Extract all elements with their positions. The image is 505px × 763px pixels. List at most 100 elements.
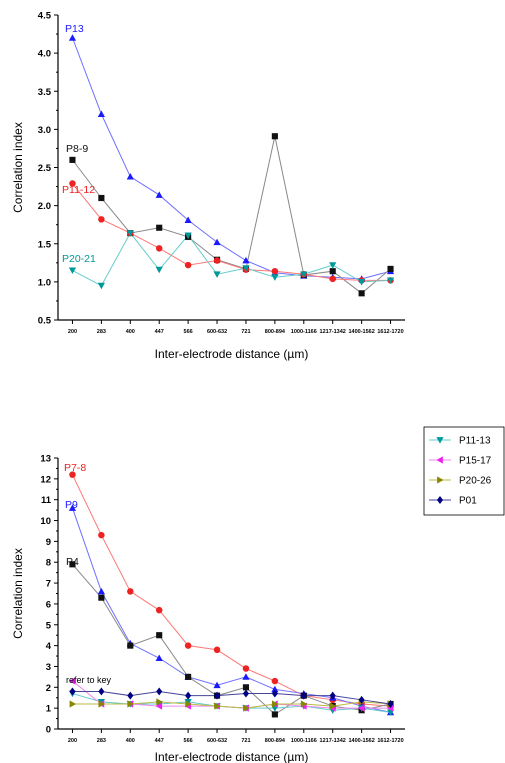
series-label: P4 xyxy=(66,556,79,568)
data-point-p4 xyxy=(127,642,134,649)
y-tick-label: 2 xyxy=(46,683,51,694)
y-tick-label: 10 xyxy=(40,516,51,527)
legend-marker xyxy=(437,476,444,484)
data-point-p8-9 xyxy=(98,194,105,202)
series-line-p8-9 xyxy=(72,136,391,294)
series-line-p01 xyxy=(72,690,391,705)
data-point-p01 xyxy=(69,687,76,696)
x-tick-label: 600-632 xyxy=(207,329,227,335)
series-label: P9 xyxy=(65,499,78,511)
series-line-p4 xyxy=(72,563,391,716)
x-tick-label: 1400-1562 xyxy=(348,329,374,335)
y-tick-label: 0 xyxy=(46,725,51,736)
x-tick-label: 566 xyxy=(184,738,193,744)
series-line-p11-12 xyxy=(72,183,391,281)
data-point-p20-21 xyxy=(300,271,308,278)
x-tick-label: 800-894 xyxy=(265,329,286,335)
data-point-p9 xyxy=(68,504,77,511)
data-point-p7-8 xyxy=(213,646,221,654)
series-label: P13 xyxy=(65,23,84,35)
chart-1: 0.5 1.0 1.5 2.0 2.5 3.0 3.5 4.0 4.5 200 283 400 447 5… xyxy=(11,11,405,361)
data-point-p9 xyxy=(271,685,279,693)
y-tick-label: 2.5 xyxy=(38,163,52,174)
data-point-p15-17 xyxy=(386,704,394,712)
data-point-p4 xyxy=(156,632,163,639)
data-point-p15-17 xyxy=(358,704,365,712)
series-line-p13 xyxy=(71,37,391,280)
y-tick-label: 2.0 xyxy=(38,201,51,212)
data-point-p13 xyxy=(97,110,105,118)
data-point-p20-21 xyxy=(213,271,221,278)
y-tick-label: 13 xyxy=(40,454,51,465)
y-tick-label: 12 xyxy=(40,474,51,485)
x-tick-label: 400 xyxy=(126,738,135,744)
legend-marker xyxy=(436,437,444,444)
y-tick-label: 3.5 xyxy=(38,87,52,98)
data-point-p9 xyxy=(213,681,221,689)
series-line-p20-26 xyxy=(72,701,391,709)
data-point-p20-26 xyxy=(329,702,337,710)
data-point-p13 xyxy=(68,34,77,41)
series-line-p7-8 xyxy=(72,474,391,707)
data-point-p20-21 xyxy=(68,267,77,275)
y-tick-label: 9 xyxy=(46,537,51,548)
x-tick-label: 600-632 xyxy=(207,738,227,744)
data-point-p4 xyxy=(242,684,250,691)
data-point-p20-26 xyxy=(69,700,77,708)
x-axis-label: Inter-electrode distance (µm) xyxy=(155,347,309,361)
data-point-p20-21 xyxy=(155,266,163,274)
x-tick-label: 1217-1342 xyxy=(320,329,346,335)
data-point-p01 xyxy=(242,689,250,698)
data-point-p20-21 xyxy=(242,265,250,272)
data-point-p20-21 xyxy=(358,278,366,286)
x-tick-label: 721 xyxy=(241,738,250,744)
data-point-p7-8 xyxy=(242,665,250,672)
data-point-p20-21 xyxy=(184,232,192,239)
x-tick-label: 721 xyxy=(241,329,250,335)
data-point-p13 xyxy=(213,238,221,246)
data-point-p01 xyxy=(185,691,192,700)
legend-label: P20-26 xyxy=(459,476,492,487)
data-point-p20-26 xyxy=(156,698,163,706)
data-point-p01 xyxy=(213,691,221,700)
y-tick-label: 4.5 xyxy=(38,11,52,22)
data-point-p11-12 xyxy=(184,261,192,269)
legend: P11-13 P15-17 P20-26 P01 xyxy=(423,426,505,516)
x-tick-label: 800-894 xyxy=(265,738,286,744)
data-point-p20-26 xyxy=(300,700,308,708)
data-point-p9 xyxy=(97,587,105,595)
y-tick-label: 4 xyxy=(46,641,52,652)
data-point-p20-26 xyxy=(98,700,105,708)
data-point-p11-12 xyxy=(329,275,336,283)
data-point-p8-9 xyxy=(387,265,394,272)
data-point-p20-21 xyxy=(386,277,395,284)
data-point-p01 xyxy=(387,700,394,708)
x-tick-label: 400 xyxy=(126,329,135,335)
data-point-p20-26 xyxy=(127,700,134,708)
legend-label: P11-13 xyxy=(459,436,491,447)
y-tick-label: 5 xyxy=(46,620,52,631)
data-point-p4 xyxy=(185,673,192,680)
legend-label: P01 xyxy=(459,496,477,507)
data-point-p13 xyxy=(155,191,163,198)
data-point-p8-9 xyxy=(329,268,336,275)
data-point-p8-9 xyxy=(271,133,278,140)
y-axis-label: Correlation index xyxy=(11,548,25,639)
x-tick-label: 1000-1166 xyxy=(291,329,317,335)
data-point-p01 xyxy=(127,691,134,700)
y-tick-label: 4.0 xyxy=(38,49,51,60)
data-point-p01 xyxy=(358,695,365,704)
y-tick-label: 1 xyxy=(46,704,52,715)
data-point-p20-21 xyxy=(271,274,279,281)
x-tick-label: 200 xyxy=(68,738,77,744)
x-tick-label: 1000-1166 xyxy=(291,738,317,744)
x-tick-label: 283 xyxy=(97,329,106,335)
data-point-p8-9 xyxy=(358,290,365,297)
data-point-p20-26 xyxy=(185,700,192,708)
data-point-p01 xyxy=(156,687,163,696)
x-tick-label: 447 xyxy=(155,738,164,744)
y-tick-label: 3 xyxy=(46,662,51,673)
data-point-p13 xyxy=(184,216,192,223)
